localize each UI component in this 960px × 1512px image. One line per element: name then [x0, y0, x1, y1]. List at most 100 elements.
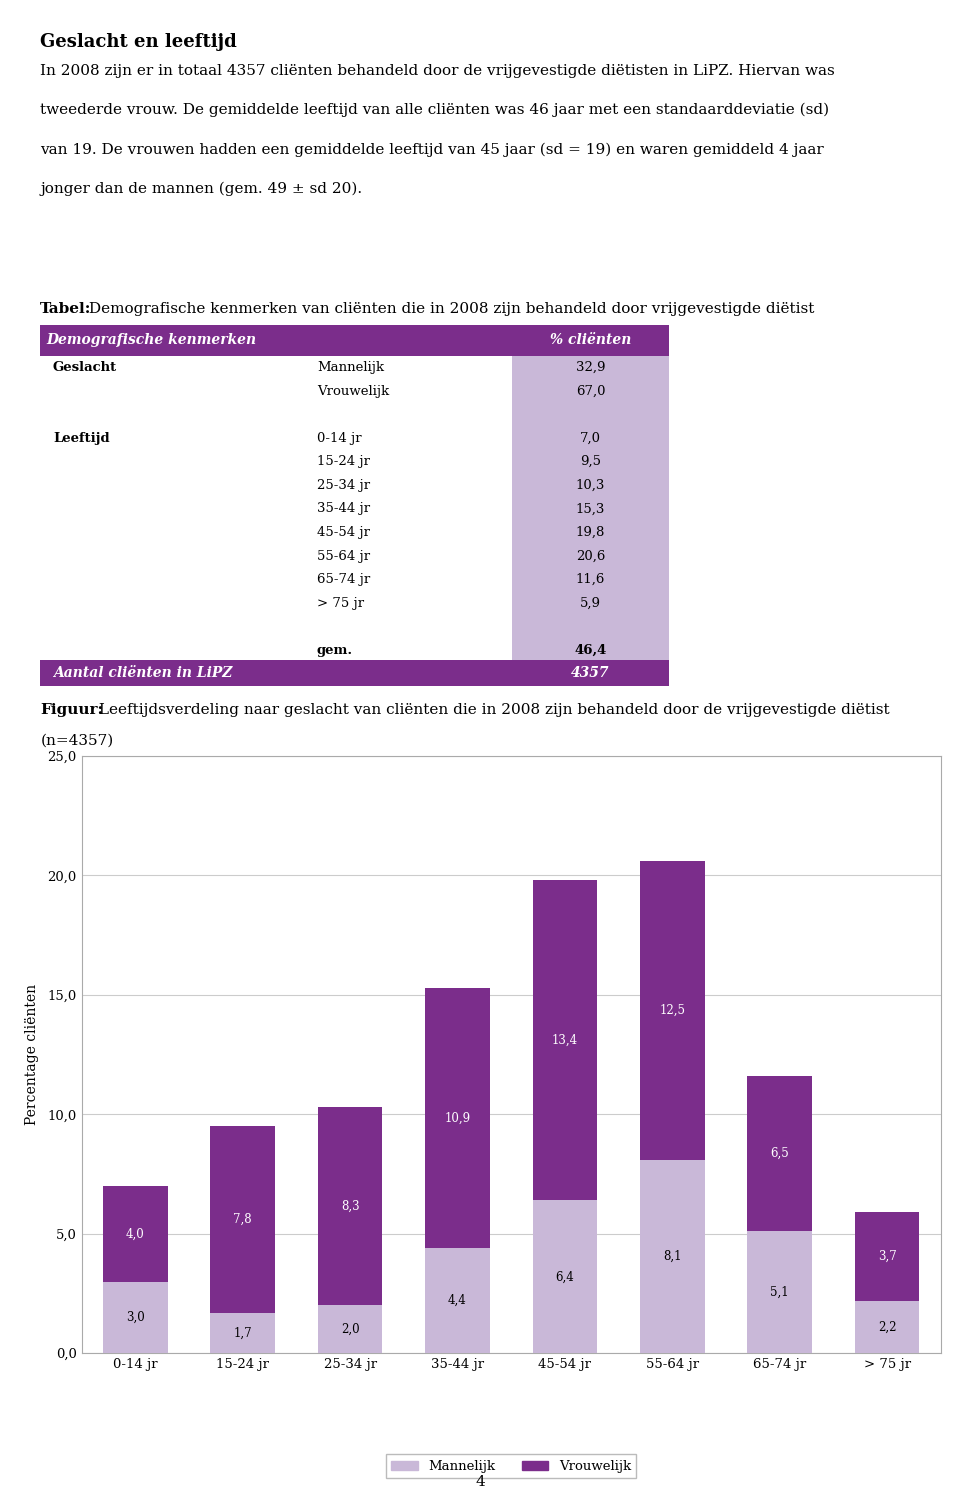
Text: tweederde vrouw. De gemiddelde leeftijd van alle cliënten was 46 jaar met een st: tweederde vrouw. De gemiddelde leeftijd … — [40, 103, 829, 118]
FancyBboxPatch shape — [40, 544, 512, 569]
FancyBboxPatch shape — [40, 659, 669, 685]
Legend: Mannelijk, Vrouwelijk: Mannelijk, Vrouwelijk — [386, 1455, 636, 1479]
Text: Figuur:: Figuur: — [40, 703, 104, 717]
Text: 3,0: 3,0 — [126, 1311, 145, 1325]
Text: Leeftijdsverdeling naar geslacht van cliënten die in 2008 zijn behandeld door de: Leeftijdsverdeling naar geslacht van cli… — [94, 703, 890, 717]
Bar — [103, 1185, 168, 1282]
Bar — [210, 1312, 275, 1353]
Text: Geslacht: Geslacht — [53, 361, 117, 373]
Bar — [318, 1107, 382, 1305]
Text: van 19. De vrouwen hadden een gemiddelde leeftijd van 45 jaar (sd = 19) en waren: van 19. De vrouwen hadden een gemiddelde… — [40, 142, 824, 157]
FancyBboxPatch shape — [40, 569, 512, 591]
Text: > 75 jr: > 75 jr — [317, 597, 364, 609]
Text: gem.: gem. — [317, 644, 353, 656]
Text: 11,6: 11,6 — [576, 573, 605, 587]
FancyBboxPatch shape — [512, 591, 669, 615]
Text: 0-14 jr: 0-14 jr — [317, 432, 362, 445]
FancyBboxPatch shape — [40, 591, 512, 615]
Text: 25-34 jr: 25-34 jr — [317, 479, 371, 491]
FancyBboxPatch shape — [40, 451, 512, 473]
Text: 46,4: 46,4 — [574, 644, 607, 656]
Text: 2,0: 2,0 — [341, 1323, 359, 1335]
Text: 4: 4 — [475, 1474, 485, 1489]
Text: 9,5: 9,5 — [580, 455, 601, 469]
Bar — [640, 862, 705, 1160]
FancyBboxPatch shape — [512, 615, 669, 638]
Text: Geslacht en leeftijd: Geslacht en leeftijd — [40, 33, 237, 51]
Text: 35-44 jr: 35-44 jr — [317, 502, 371, 516]
Y-axis label: Percentage cliënten: Percentage cliënten — [25, 984, 39, 1125]
FancyBboxPatch shape — [512, 569, 669, 591]
Text: 5,1: 5,1 — [770, 1285, 789, 1299]
Text: 45-54 jr: 45-54 jr — [317, 526, 370, 538]
Text: 4,4: 4,4 — [448, 1294, 467, 1308]
Text: 8,3: 8,3 — [341, 1201, 359, 1213]
Text: Tabel:: Tabel: — [40, 302, 92, 316]
Text: 8,1: 8,1 — [663, 1250, 682, 1263]
Bar — [318, 1305, 382, 1353]
FancyBboxPatch shape — [40, 497, 512, 520]
Text: 15-24 jr: 15-24 jr — [317, 455, 370, 469]
Bar — [425, 987, 490, 1247]
FancyBboxPatch shape — [40, 473, 512, 497]
FancyBboxPatch shape — [40, 426, 512, 451]
Text: In 2008 zijn er in totaal 4357 cliënten behandeld door de vrijgevestigde diëtist: In 2008 zijn er in totaal 4357 cliënten … — [40, 64, 835, 77]
Text: Leeftijd: Leeftijd — [53, 432, 109, 445]
Text: jonger dan de mannen (gem. 49 ± sd 20).: jonger dan de mannen (gem. 49 ± sd 20). — [40, 181, 363, 197]
Text: 5,9: 5,9 — [580, 597, 601, 609]
Text: 10,9: 10,9 — [444, 1111, 470, 1125]
Bar — [748, 1077, 812, 1231]
Text: 4,0: 4,0 — [126, 1228, 145, 1240]
FancyBboxPatch shape — [40, 380, 512, 402]
FancyBboxPatch shape — [512, 355, 669, 380]
Text: Vrouwelijk: Vrouwelijk — [317, 384, 389, 398]
Text: 1,7: 1,7 — [233, 1326, 252, 1340]
FancyBboxPatch shape — [40, 638, 512, 662]
FancyBboxPatch shape — [40, 520, 512, 544]
FancyBboxPatch shape — [40, 355, 512, 380]
FancyBboxPatch shape — [512, 520, 669, 544]
FancyBboxPatch shape — [512, 497, 669, 520]
Bar — [748, 1231, 812, 1353]
Text: 3,7: 3,7 — [877, 1250, 897, 1263]
FancyBboxPatch shape — [512, 473, 669, 497]
Text: 2,2: 2,2 — [877, 1320, 897, 1334]
Text: % cliënten: % cliënten — [550, 334, 632, 348]
Text: 32,9: 32,9 — [576, 361, 605, 373]
Bar — [640, 1160, 705, 1353]
FancyBboxPatch shape — [512, 402, 669, 426]
Bar — [533, 1201, 597, 1353]
FancyBboxPatch shape — [40, 325, 669, 355]
Bar — [854, 1300, 920, 1353]
Text: 65-74 jr: 65-74 jr — [317, 573, 371, 587]
FancyBboxPatch shape — [512, 544, 669, 569]
Bar — [425, 1247, 490, 1353]
Text: 7,0: 7,0 — [580, 432, 601, 445]
Bar — [210, 1126, 275, 1312]
Text: 4357: 4357 — [571, 665, 610, 679]
FancyBboxPatch shape — [512, 451, 669, 473]
Text: 55-64 jr: 55-64 jr — [317, 549, 371, 562]
FancyBboxPatch shape — [40, 402, 512, 426]
Text: 6,5: 6,5 — [770, 1148, 789, 1160]
FancyBboxPatch shape — [512, 638, 669, 662]
Text: 6,4: 6,4 — [556, 1270, 574, 1284]
Text: 12,5: 12,5 — [660, 1004, 685, 1018]
Text: Mannelijk: Mannelijk — [317, 361, 384, 373]
Text: Demografische kenmerken: Demografische kenmerken — [47, 334, 256, 348]
FancyBboxPatch shape — [40, 615, 512, 638]
Text: Demografische kenmerken van cliënten die in 2008 zijn behandeld door vrijgevesti: Demografische kenmerken van cliënten die… — [84, 302, 814, 316]
Text: (n=4357): (n=4357) — [40, 733, 113, 747]
Bar — [854, 1213, 920, 1300]
Text: Aantal cliënten in LiPZ: Aantal cliënten in LiPZ — [53, 665, 232, 679]
Text: 19,8: 19,8 — [576, 526, 605, 538]
Text: 67,0: 67,0 — [576, 384, 605, 398]
Text: 7,8: 7,8 — [233, 1213, 252, 1226]
FancyBboxPatch shape — [512, 426, 669, 451]
Text: 15,3: 15,3 — [576, 502, 605, 516]
Text: 10,3: 10,3 — [576, 479, 605, 491]
Bar — [103, 1282, 168, 1353]
FancyBboxPatch shape — [512, 380, 669, 402]
Text: 13,4: 13,4 — [552, 1034, 578, 1046]
Bar — [533, 880, 597, 1201]
